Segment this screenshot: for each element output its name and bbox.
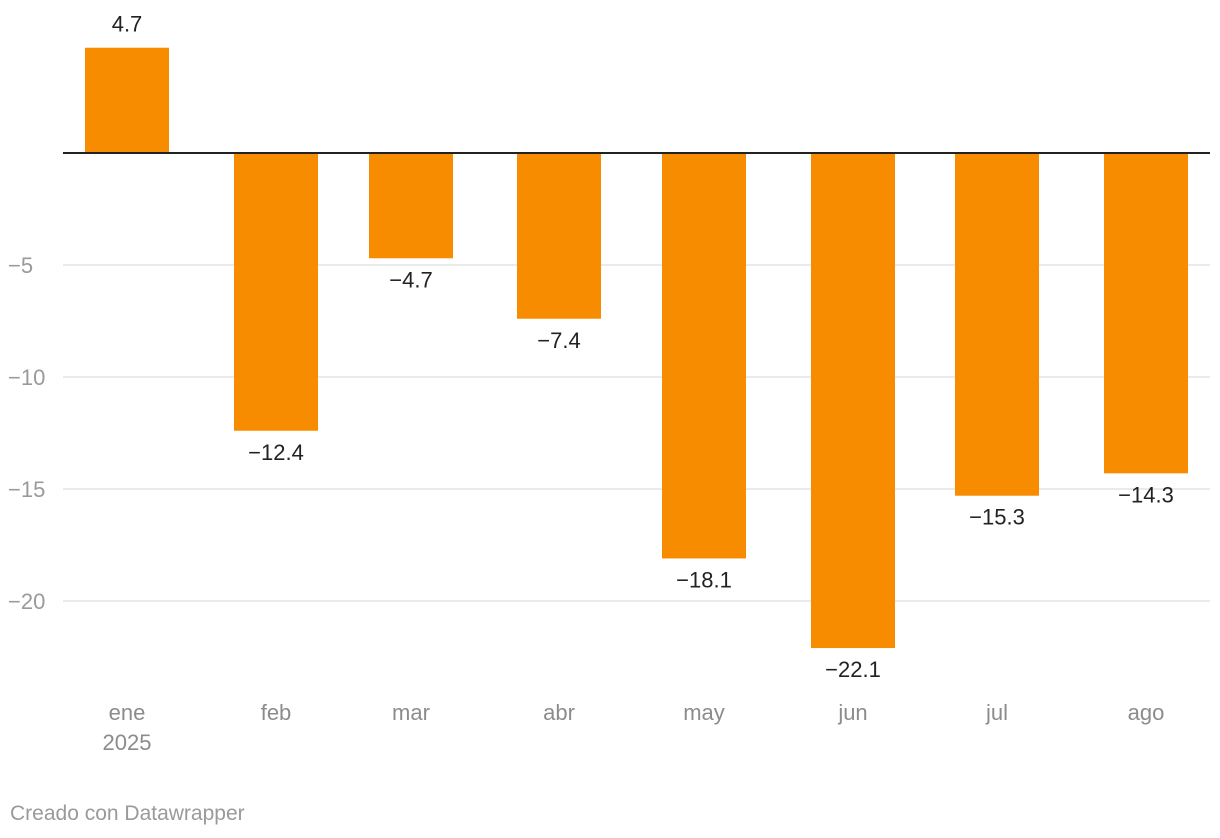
value-label: −14.3	[1118, 482, 1174, 507]
value-label: −18.1	[676, 567, 732, 592]
bar-feb	[234, 153, 318, 431]
bar-chart: −5 −10 −15 −20 4.7 ene 2025 −12.4 feb −4.7 mar −7.4…	[8, 12, 1210, 755]
value-label: −15.3	[969, 505, 1025, 530]
credit-footer: Creado con Datawrapper	[10, 802, 245, 825]
bars	[85, 47, 1188, 649]
x-tick-label: may	[683, 700, 725, 725]
bar-ago	[1104, 153, 1188, 474]
bar-ene	[85, 47, 169, 153]
x-tick-label: abr	[543, 700, 575, 725]
bar-abr	[517, 153, 601, 319]
x-tick-label: ene	[109, 700, 146, 725]
x-tick-label: feb	[261, 700, 292, 725]
value-label: −12.4	[248, 440, 304, 465]
labels: −5 −10 −15 −20 4.7 ene 2025 −12.4 feb −4.7 mar −7.4…	[8, 12, 1174, 755]
bar-may	[662, 153, 746, 559]
value-label: 4.7	[112, 12, 143, 37]
y-tick-label: −10	[8, 365, 45, 390]
bar-jun	[811, 153, 895, 649]
x-tick-sublabel: 2025	[103, 730, 152, 755]
value-label: −7.4	[537, 328, 580, 353]
x-tick-label: mar	[392, 700, 430, 725]
bar-jul	[955, 153, 1039, 496]
value-label: −22.1	[825, 657, 881, 682]
value-label: −4.7	[389, 267, 432, 292]
x-tick-label: jul	[985, 700, 1008, 725]
x-tick-label: ago	[1128, 700, 1165, 725]
x-tick-label: jun	[837, 700, 867, 725]
y-tick-label: −20	[8, 589, 45, 614]
bar-mar	[369, 153, 453, 259]
y-tick-label: −15	[8, 477, 45, 502]
y-tick-label: −5	[8, 253, 33, 278]
